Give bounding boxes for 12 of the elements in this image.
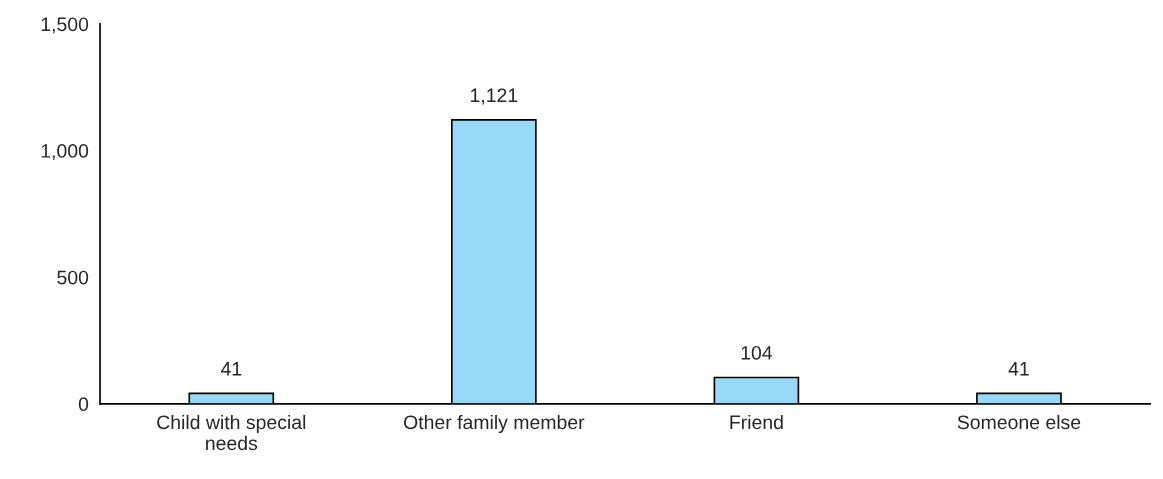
y-tick-label: 1,000 bbox=[41, 144, 89, 161]
x-tick-label: Friend bbox=[730, 414, 783, 430]
x-tick-label: Someone else bbox=[957, 414, 1081, 430]
data-label: 1,121 bbox=[470, 88, 518, 105]
y-tick-label: 500 bbox=[57, 270, 89, 285]
x-tick-label: Other family member bbox=[404, 414, 585, 434]
x-tick-label: Child with special needs bbox=[157, 414, 306, 451]
data-label: 104 bbox=[741, 345, 773, 360]
y-tick-label: 1,500 bbox=[41, 17, 89, 34]
y-tick-label: 0 bbox=[78, 397, 89, 412]
data-label: 41 bbox=[1008, 362, 1029, 376]
data-label: 41 bbox=[220, 362, 242, 376]
